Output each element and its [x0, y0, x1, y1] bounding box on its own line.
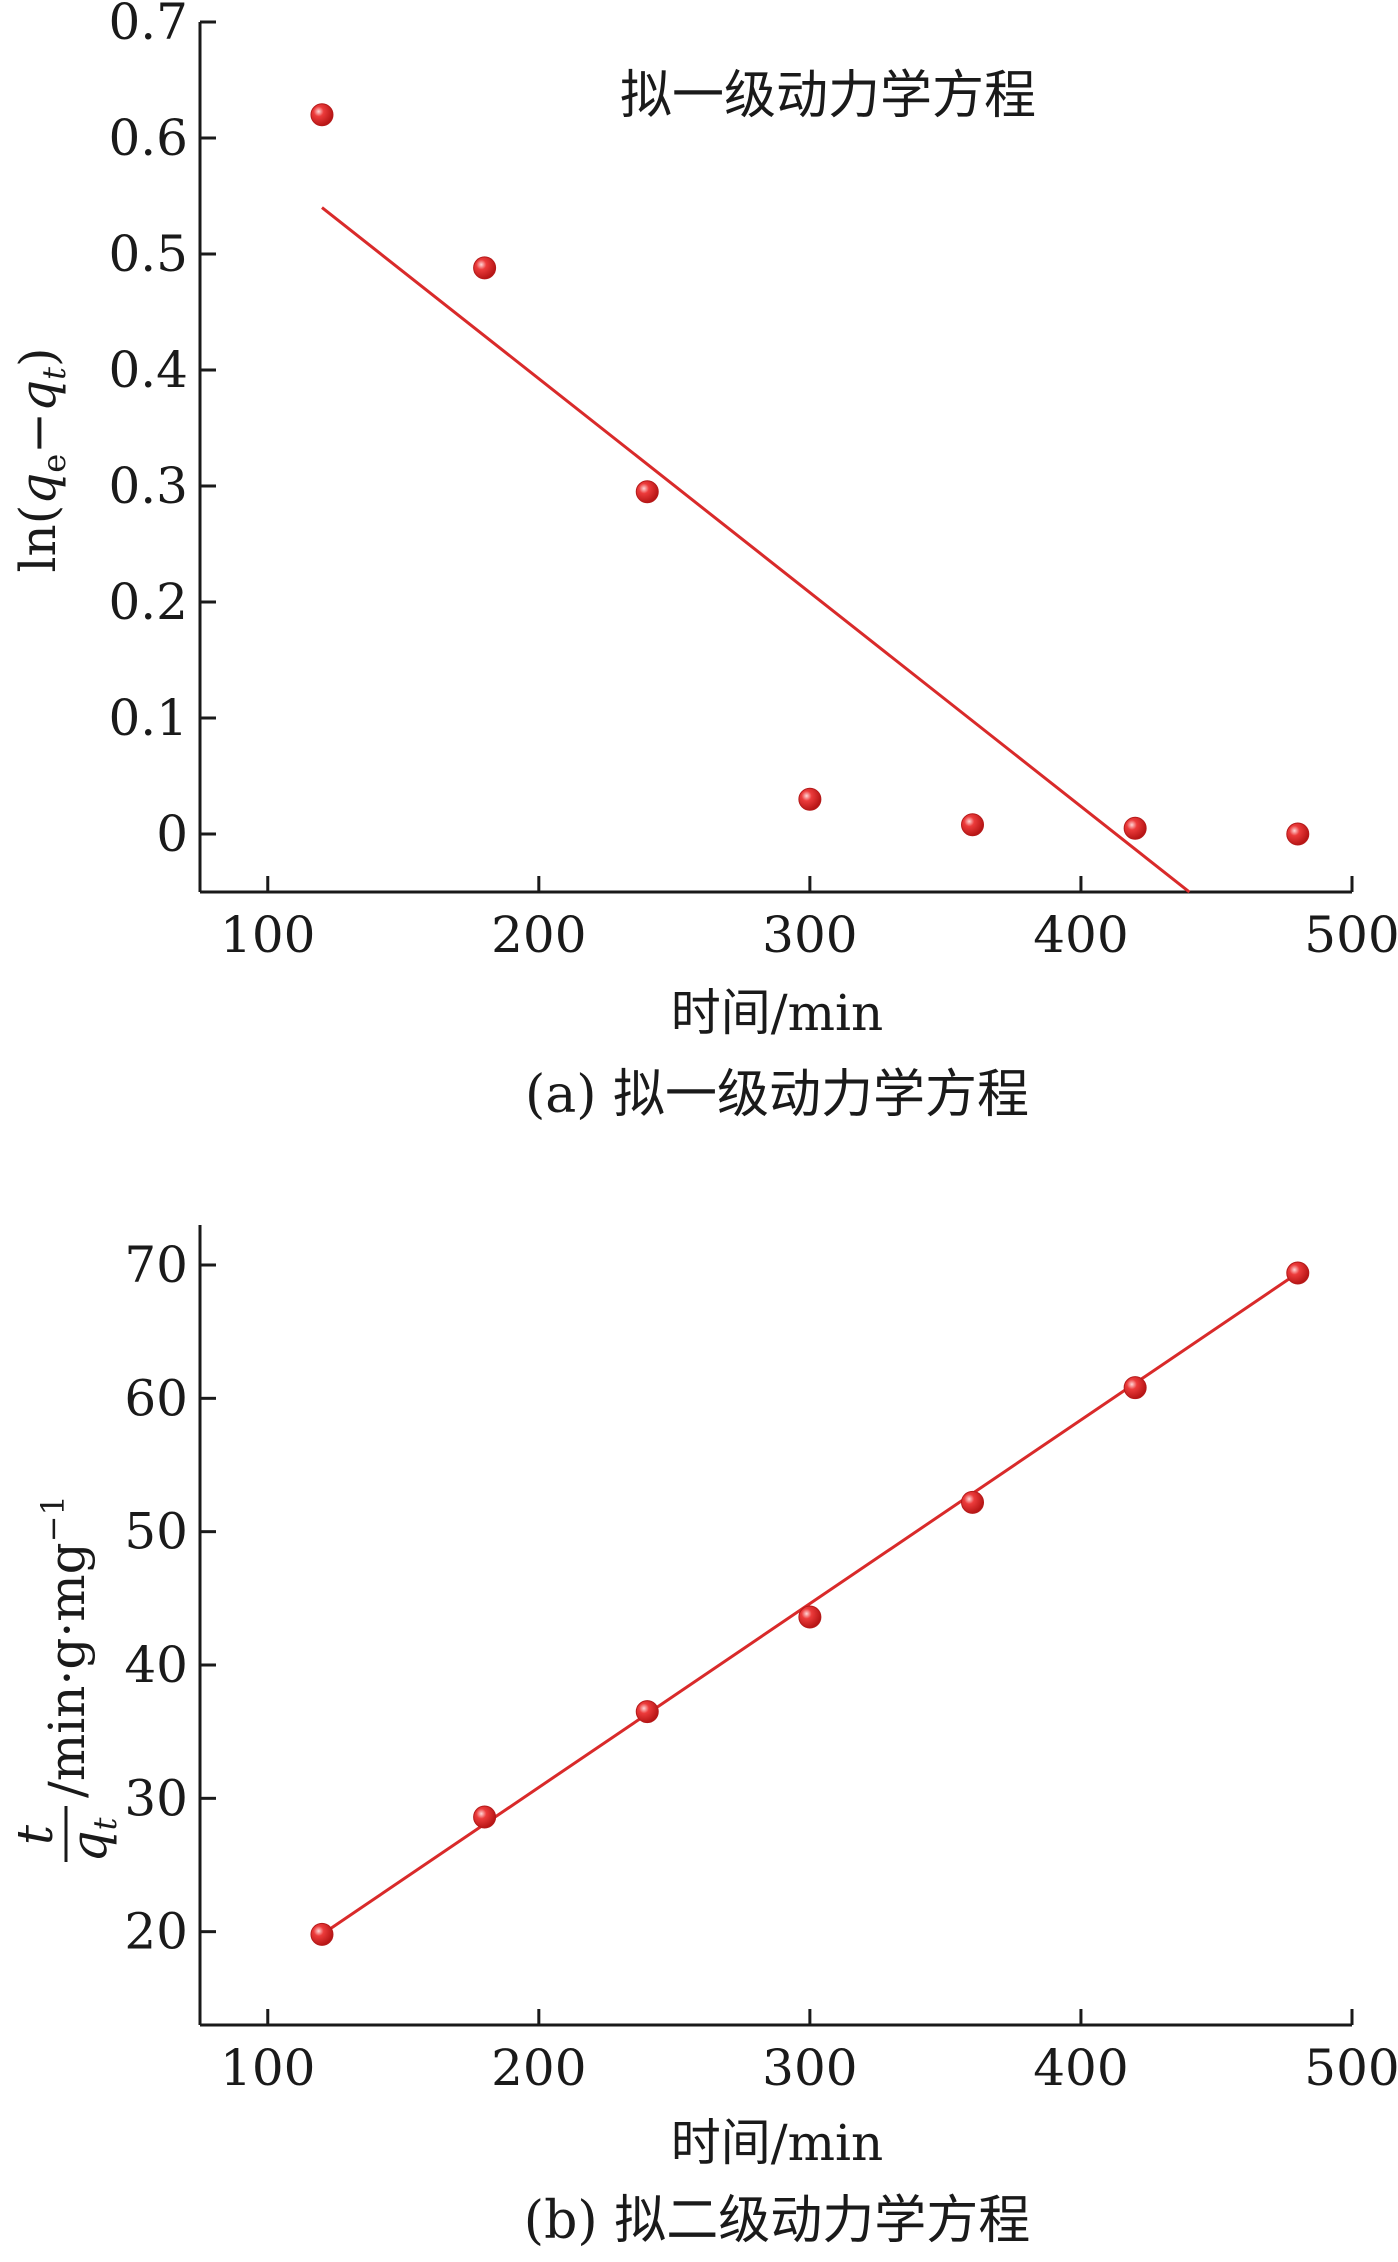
- chart-a-data-point: [799, 788, 821, 810]
- chart-a: 100 200 300 400 500 0 0.1 0.2 0.3 0.4 0.5 0.6 0.7 拟…: [9, 0, 1398, 1125]
- chart-b-fit-line: [322, 1273, 1298, 1934]
- chart-b-y-tick-label: 30: [124, 1769, 188, 1827]
- chart-b-x-tick-label: 300: [762, 2039, 857, 2097]
- chart-a-y-tick-label: 0: [156, 805, 188, 863]
- chart-a-fit-line-group: [322, 208, 1189, 892]
- chart-b-ylabel-unit-sup: −1: [34, 1495, 72, 1542]
- chart-a-ylabel-q1: q: [9, 473, 67, 505]
- chart-a-title: 拟一级动力学方程: [620, 66, 1036, 126]
- chart-b-ylabel-unit-main: /min·g·mg: [38, 1542, 96, 1798]
- chart-b-y-tick-label: 20: [124, 1903, 188, 1961]
- chart-b-y-tick-label: 70: [124, 1236, 188, 1294]
- chart-a-x-axis-title: 时间/min: [671, 984, 883, 1042]
- chart-b-y-tick-label: 50: [124, 1503, 188, 1561]
- chart-a-caption: (a) 拟一级动力学方程: [525, 1065, 1029, 1125]
- chart-b-y-ticks: 20 30 40 50 60 70: [124, 1236, 216, 1961]
- chart-a-data-point: [1287, 823, 1309, 845]
- chart-b-ylabel-num: t: [6, 1824, 64, 1845]
- chart-a-y-tick-label: 0.3: [108, 457, 188, 515]
- chart-b-y-tick-label: 60: [124, 1369, 188, 1427]
- chart-a-ylabel-sub1: e: [35, 454, 73, 473]
- chart-a-x-tick-label: 100: [220, 906, 315, 964]
- chart-a-y-tick-label: 0.5: [108, 225, 188, 283]
- chart-a-ylabel-post: ): [9, 348, 67, 368]
- chart-b-data-point: [1124, 1377, 1146, 1399]
- chart-a-ylabel-sub2: t: [35, 367, 73, 380]
- chart-a-y-tick-label: 0.1: [108, 689, 188, 747]
- chart-a-data-point: [962, 814, 984, 836]
- chart-b-x-ticks: 100 200 300 400 500: [220, 2009, 1398, 2097]
- chart-b-y-tick-label: 40: [124, 1636, 188, 1694]
- chart-a-x-tick-label: 200: [491, 906, 586, 964]
- chart-b-y-axis-title: t qt /min·g·mg−1: [6, 1495, 124, 1862]
- chart-a-y-tick-label: 0.4: [108, 341, 188, 399]
- chart-b-data-point: [799, 1606, 821, 1628]
- chart-b-x-tick-label: 100: [220, 2039, 315, 2097]
- chart-a-y-tick-label: 0.2: [108, 573, 188, 631]
- chart-b-data-point: [962, 1491, 984, 1513]
- chart-a-x-tick-label: 300: [762, 906, 857, 964]
- chart-b-x-tick-label: 200: [491, 2039, 586, 2097]
- chart-b-data-point: [311, 1923, 333, 1945]
- chart-a-ylabel-q2: q: [9, 380, 67, 412]
- chart-b-ylabel-den: qt: [60, 1817, 124, 1862]
- chart-a-points: [311, 104, 1309, 845]
- chart-a-ylabel-pre: ln(: [9, 505, 67, 573]
- chart-b-data-point: [474, 1806, 496, 1828]
- chart-b-x-axis-title: 时间/min: [671, 2114, 883, 2172]
- chart-a-data-point: [474, 257, 496, 279]
- chart-a-x-ticks: 100 200 300 400 500: [220, 876, 1398, 964]
- chart-b-ylabel-den-q: q: [60, 1830, 118, 1862]
- chart-a-x-tick-label: 500: [1304, 906, 1398, 964]
- chart-b-fit-line-group: [322, 1273, 1298, 1934]
- chart-b: 100 200 300 400 500 20 30 40 50 60 70 时间/min t qt…: [6, 1225, 1398, 2251]
- chart-b-ylabel-den-sub: t: [86, 1817, 124, 1830]
- chart-a-y-tick-label: 0.6: [108, 109, 188, 167]
- chart-b-data-point: [1287, 1262, 1309, 1284]
- chart-a-y-axis-title: ln(qe−qt): [9, 348, 73, 573]
- chart-b-data-point: [636, 1701, 658, 1723]
- chart-a-data-point: [1124, 817, 1146, 839]
- chart-b-x-tick-label: 500: [1304, 2039, 1398, 2097]
- chart-b-ylabel-unit: /min·g·mg−1: [34, 1495, 96, 1798]
- chart-a-data-point: [311, 104, 333, 126]
- chart-b-caption: (b) 拟二级动力学方程: [524, 2191, 1030, 2251]
- chart-a-axes: [200, 22, 1352, 892]
- chart-a-ylabel-mid: −: [9, 412, 67, 454]
- chart-b-x-tick-label: 400: [1033, 2039, 1128, 2097]
- chart-a-y-tick-label: 0.7: [108, 0, 188, 51]
- chart-a-x-tick-label: 400: [1033, 906, 1128, 964]
- chart-a-data-point: [636, 481, 658, 503]
- chart-a-fit-line: [322, 208, 1189, 892]
